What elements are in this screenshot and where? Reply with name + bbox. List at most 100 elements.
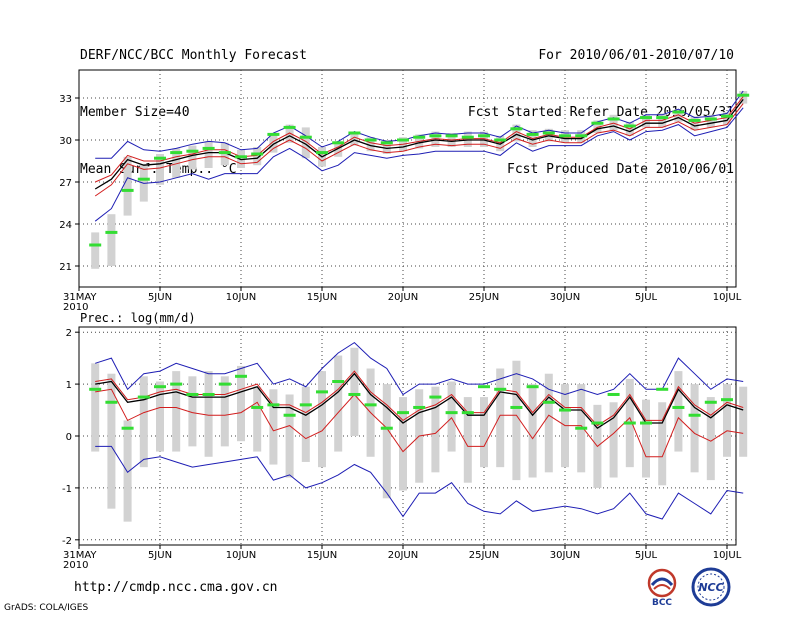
observed-mark: [299, 135, 312, 139]
spread-box: [123, 156, 132, 216]
series-line-max: [95, 341, 744, 396]
observed-mark: [478, 134, 490, 138]
observed-mark: [559, 134, 571, 138]
series-line-mean: [94, 99, 744, 190]
x-tick-label: 25JUN: [469, 550, 499, 561]
spread-box: [91, 232, 100, 269]
observed-mark: [316, 151, 328, 155]
x-tick-label: 30JUN: [550, 292, 580, 303]
observed-mark: [445, 134, 458, 138]
y-tick-label: -1: [62, 484, 72, 495]
header-title: DERF/NCC/BCC Monthly Forecast: [80, 48, 307, 63]
header-forecast-period: For 2010/06/01-2010/07/10: [538, 48, 734, 63]
y-tick-label: 33: [59, 94, 72, 105]
observed-mark: [105, 230, 118, 234]
observed-mark: [640, 116, 652, 120]
observed-mark: [170, 382, 183, 386]
spread-box: [188, 376, 197, 447]
spread-box: [593, 120, 602, 133]
spread-box: [706, 397, 715, 481]
observed-mark: [461, 135, 474, 139]
spread-box: [528, 384, 537, 478]
y-tick-label: 30: [59, 136, 72, 147]
observed-mark: [672, 110, 685, 114]
observed-mark: [105, 400, 118, 404]
observed-mark: [445, 411, 458, 415]
observed-mark: [364, 138, 377, 142]
x-tick-label: 20JUN: [388, 292, 418, 303]
observed-mark: [137, 177, 150, 181]
spread-box: [269, 133, 278, 153]
observed-mark: [591, 421, 604, 425]
x-tick-label: 5JUL: [635, 292, 658, 303]
spread-box: [463, 131, 472, 147]
spread-box: [188, 145, 197, 170]
spread-box: [544, 373, 553, 473]
spread-box: [107, 373, 116, 509]
spread-box: [301, 127, 310, 159]
observed-mark: [542, 400, 555, 404]
observed-mark: [186, 149, 199, 153]
observed-mark: [413, 135, 426, 139]
spread-box: [334, 355, 343, 452]
x-tick-label: 2010: [63, 560, 88, 571]
observed-mark: [526, 132, 539, 136]
observed-mark: [461, 411, 474, 415]
observed-mark: [591, 121, 604, 125]
spread-box: [496, 368, 505, 468]
spread-box: [642, 399, 650, 478]
x-tick-label: 5JUN: [148, 550, 172, 561]
x-tick-label: 31MAY: [63, 550, 97, 561]
plot-frame: [78, 69, 737, 288]
observed-mark: [332, 141, 345, 145]
y-tick-label: 1: [66, 380, 72, 391]
spread-box: [431, 131, 440, 147]
x-tick-label: 10JUN: [226, 550, 256, 561]
observed-mark: [267, 403, 280, 407]
spread-box: [674, 371, 683, 452]
spread-box: [431, 386, 440, 473]
spread-box: [285, 394, 294, 478]
spread-box: [739, 386, 748, 457]
series-line-min: [95, 445, 744, 520]
spread-box: [658, 402, 667, 486]
observed-mark: [89, 387, 102, 391]
observed-mark: [429, 395, 442, 399]
x-tick-label: 30JUN: [550, 550, 580, 561]
observed-mark: [397, 138, 409, 142]
spread-box: [350, 131, 359, 146]
observed-mark: [607, 392, 620, 396]
observed-mark: [235, 155, 247, 159]
observed-mark: [623, 124, 636, 128]
observed-mark: [364, 403, 377, 407]
spread-box: [237, 365, 245, 442]
observed-mark: [640, 421, 652, 425]
header-member-size: Member Size=40: [80, 105, 190, 120]
observed-mark: [121, 188, 134, 192]
observed-mark: [429, 134, 442, 138]
spread-box: [480, 397, 488, 468]
observed-mark: [737, 93, 750, 97]
spread-box: [399, 397, 407, 491]
footer-credit: GrADS: COLA/IGES: [4, 603, 89, 613]
spread-box: [480, 131, 488, 147]
observed-mark: [478, 385, 490, 389]
observed-mark: [170, 151, 183, 155]
spread-box: [172, 148, 181, 178]
bcc-logo: BCC: [647, 568, 677, 607]
x-tick-label: 5JUL: [635, 550, 658, 561]
observed-mark: [89, 243, 102, 247]
spread-box: [544, 128, 553, 142]
y-tick-label: 2: [66, 328, 72, 339]
spread-box: [139, 163, 148, 202]
observed-mark: [348, 392, 361, 396]
header-produced-date: Fcst Produced Date 2010/06/01: [507, 162, 734, 177]
spread-box: [318, 371, 326, 468]
x-tick-label: 31MAY: [63, 292, 97, 303]
x-tick-label: 5JUN: [148, 292, 172, 303]
x-tick-label: 25JUN: [469, 292, 499, 303]
footer-url[interactable]: http://cmdp.ncc.cma.gov.cn: [74, 580, 278, 595]
observed-mark: [235, 374, 247, 378]
ncc-logo-text: NCC: [698, 581, 723, 594]
spread-box: [107, 214, 116, 266]
